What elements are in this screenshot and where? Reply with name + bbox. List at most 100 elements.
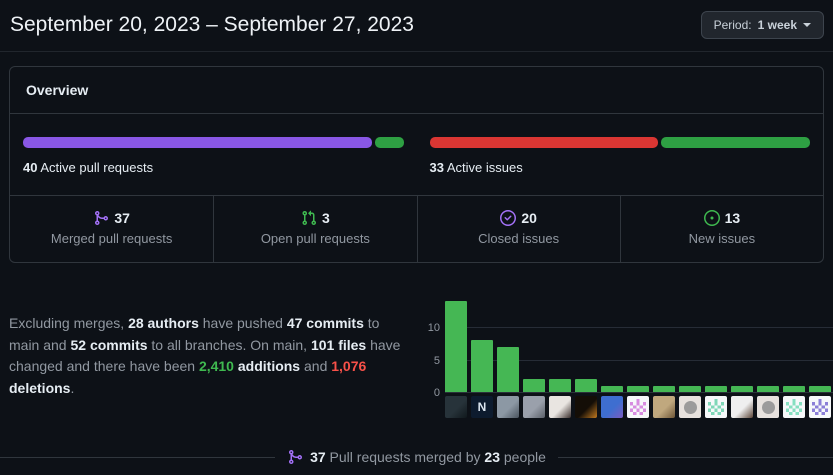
active-pr-label: Active pull requests [40, 160, 154, 175]
period-dropdown-button[interactable]: Period: 1 week [700, 11, 824, 39]
issues-cell: 33 Active issues [417, 114, 824, 195]
active-issues-label: Active issues [446, 160, 523, 175]
text-segment: have changed and there have been [9, 336, 401, 375]
progress-segment-open [375, 137, 404, 148]
stat-value: 13 [724, 210, 741, 226]
octocat-silhouette-icon [761, 400, 775, 414]
octocat-silhouette-icon [683, 400, 697, 414]
text-segment: to main and [9, 315, 380, 353]
text-segment: . [70, 379, 75, 396]
stats-row: 37 Merged pull requests 3 Open pull requ… [10, 195, 823, 262]
contributor-avatar[interactable] [653, 396, 675, 418]
active-issues-count: 33 [429, 160, 444, 175]
overview-title: Overview [10, 67, 823, 114]
header: September 20, 2023 – September 27, 2023 … [0, 0, 833, 52]
text-segment: 2,410 [198, 358, 234, 374]
contributor-avatar[interactable] [627, 396, 649, 418]
text-segment: Excluding merges, [9, 315, 129, 331]
text-segment: and [300, 358, 332, 374]
pull-requests-progress-bar [23, 137, 404, 148]
commit-bar [783, 385, 805, 392]
commit-bar [575, 379, 597, 392]
stat-closed-issues[interactable]: 20 Closed issues [416, 196, 620, 262]
gridline [445, 360, 833, 361]
text-segment: 28 authors [128, 315, 199, 331]
progress-segment-closed [429, 137, 659, 148]
merged-by-label: 37 Pull requests merged by 23 people [275, 442, 558, 472]
git-merge-icon [95, 211, 109, 226]
contributor-avatar[interactable] [601, 396, 623, 418]
commit-bar [523, 379, 545, 392]
git-merge-icon [289, 450, 303, 465]
stat-value: 37 [114, 210, 130, 226]
contributor-avatar[interactable] [809, 396, 831, 418]
commit-bar [471, 340, 493, 392]
chart-plot-area [445, 293, 833, 393]
commit-bar [497, 346, 519, 392]
stat-open-pull-requests[interactable]: 3 Open pull requests [213, 196, 416, 262]
commit-bar [757, 385, 779, 392]
stat-new-issues[interactable]: 13 New issues [619, 196, 823, 262]
page-title: September 20, 2023 – September 27, 2023 [10, 13, 414, 36]
stat-label: Open pull requests [260, 231, 370, 246]
period-label: Period: [713, 18, 752, 32]
text-segment: deletions [9, 379, 71, 396]
period-value: 1 week [757, 18, 797, 32]
issues-progress-bar [429, 137, 810, 148]
commit-bar [705, 385, 727, 392]
contributor-avatar[interactable]: N [471, 396, 493, 418]
chevron-down-icon [803, 23, 811, 27]
issue-closed-icon [500, 210, 517, 226]
progress-segment-merged [23, 137, 373, 148]
commit-bar [549, 379, 571, 392]
stat-value: 20 [521, 210, 537, 226]
text-segment: Pull requests merged by [325, 449, 485, 465]
contributor-avatar[interactable] [575, 396, 597, 418]
y-tick-10: 10 [427, 322, 440, 334]
commit-bar [809, 385, 831, 392]
text-segment: to all branches. On main, [147, 336, 311, 353]
commit-bar [731, 385, 753, 392]
active-pr-count: 40 [23, 160, 38, 175]
stat-merged-pull-requests[interactable]: 37 Merged pull requests [10, 196, 213, 262]
commit-bar [653, 385, 675, 392]
contributor-avatar[interactable] [445, 396, 467, 418]
text-segment: 37 [310, 449, 326, 465]
merged-by-footer: 37 Pull requests merged by 23 people [0, 442, 833, 472]
text-segment: additions [237, 358, 301, 374]
progress-segment-new [661, 137, 810, 148]
commit-bar [679, 385, 701, 392]
text-segment: 101 files [310, 336, 367, 353]
text-segment: 1,076 [331, 358, 367, 374]
pull-requests-caption: 40 Active pull requests [23, 160, 404, 175]
commit-bar [601, 385, 623, 392]
text-segment: 47 commits [286, 315, 364, 331]
contributor-avatar[interactable] [705, 396, 727, 418]
stat-label: Merged pull requests [50, 231, 173, 246]
gridline [445, 327, 833, 328]
text-segment: people [499, 449, 546, 465]
text-segment: have pushed [198, 315, 287, 331]
contributor-avatar[interactable] [549, 396, 571, 418]
git-pull-request-icon [302, 210, 316, 226]
contributor-avatar[interactable] [731, 396, 753, 418]
chart-y-axis: 10 5 0 [425, 293, 445, 399]
commit-bar [627, 385, 649, 392]
content-row: Excluding merges, 28 authors have pushed… [0, 293, 833, 418]
contributor-avatar[interactable] [757, 396, 779, 418]
contributor-avatar[interactable] [523, 396, 545, 418]
stat-label: Closed issues [478, 231, 560, 246]
y-tick-5: 5 [433, 355, 440, 367]
issue-opened-icon [703, 210, 720, 226]
contributor-avatar[interactable] [783, 396, 805, 418]
issues-caption: 33 Active issues [430, 160, 811, 175]
axis-baseline [445, 392, 833, 393]
contributor-avatar[interactable] [679, 396, 701, 418]
text-segment: 52 commits [70, 336, 148, 353]
progress-bars-row: 40 Active pull requests 33 Active issues [10, 114, 823, 195]
commit-bar [445, 301, 467, 392]
commit-activity-chart: 10 5 0 N [411, 293, 833, 418]
contributor-avatar[interactable] [497, 396, 519, 418]
pull-requests-cell: 40 Active pull requests [10, 114, 417, 195]
